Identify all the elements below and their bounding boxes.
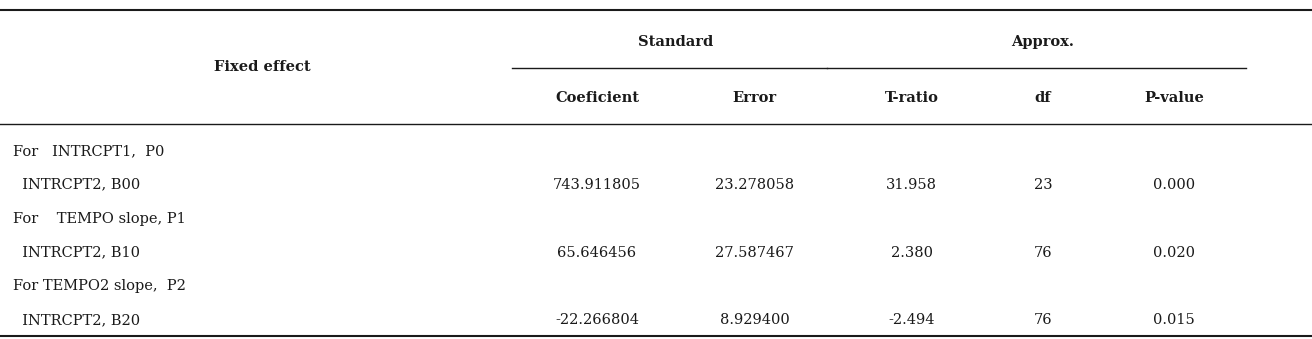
Text: 23: 23 [1034, 178, 1052, 192]
Text: 0.000: 0.000 [1153, 178, 1195, 192]
Text: INTRCPT2, B10: INTRCPT2, B10 [13, 245, 140, 260]
Text: Standard: Standard [638, 35, 714, 49]
Text: For   INTRCPT1,  P0: For INTRCPT1, P0 [13, 144, 164, 158]
Text: 743.911805: 743.911805 [552, 178, 642, 192]
Text: 8.929400: 8.929400 [719, 313, 790, 327]
Text: 27.587467: 27.587467 [715, 245, 794, 260]
Text: 76: 76 [1034, 313, 1052, 327]
Text: INTRCPT2, B00: INTRCPT2, B00 [13, 178, 140, 192]
Text: For    TEMPO slope, P1: For TEMPO slope, P1 [13, 212, 186, 226]
Text: 23.278058: 23.278058 [715, 178, 794, 192]
Text: 65.646456: 65.646456 [558, 245, 636, 260]
Text: T-ratio: T-ratio [884, 91, 939, 105]
Text: 0.020: 0.020 [1153, 245, 1195, 260]
Text: 76: 76 [1034, 245, 1052, 260]
Text: 31.958: 31.958 [887, 178, 937, 192]
Text: INTRCPT2, B20: INTRCPT2, B20 [13, 313, 140, 327]
Text: P-value: P-value [1144, 91, 1204, 105]
Text: For TEMPO2 slope,  P2: For TEMPO2 slope, P2 [13, 279, 186, 294]
Text: Fixed effect: Fixed effect [214, 60, 311, 74]
Text: 2.380: 2.380 [891, 245, 933, 260]
Text: 0.015: 0.015 [1153, 313, 1195, 327]
Text: Error: Error [732, 91, 777, 105]
Text: Approx.: Approx. [1012, 35, 1075, 49]
Text: df: df [1035, 91, 1051, 105]
Text: -2.494: -2.494 [888, 313, 935, 327]
Text: -22.266804: -22.266804 [555, 313, 639, 327]
Text: Coeficient: Coeficient [555, 91, 639, 105]
